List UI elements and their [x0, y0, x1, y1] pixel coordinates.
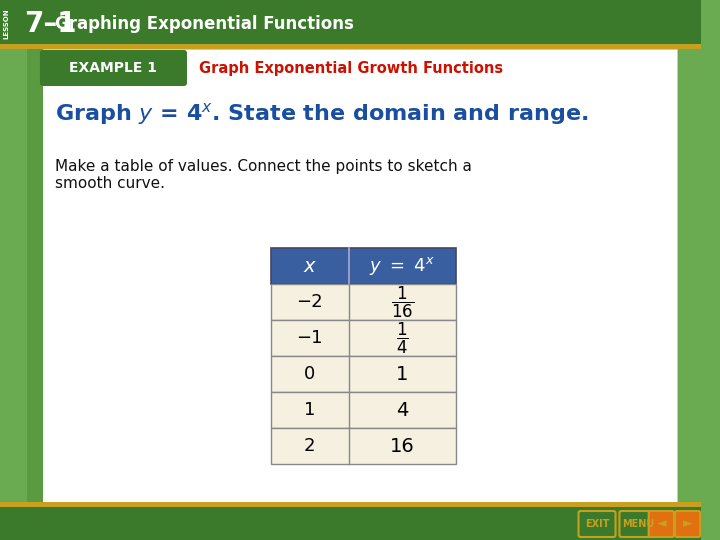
FancyBboxPatch shape	[649, 511, 674, 537]
Text: −1: −1	[297, 329, 323, 347]
Text: $\dfrac{1}{16}$: $\dfrac{1}{16}$	[391, 285, 414, 320]
Bar	[27, 49, 677, 505]
Bar	[271, 356, 456, 392]
Bar	[0, 507, 701, 540]
FancyBboxPatch shape	[619, 511, 657, 537]
Bar	[0, 44, 701, 49]
Text: 1: 1	[304, 401, 315, 419]
Bar	[271, 284, 456, 320]
Bar	[27, 49, 43, 505]
Text: 2: 2	[304, 437, 315, 455]
Text: 1: 1	[396, 364, 408, 383]
Text: LESSON: LESSON	[4, 9, 10, 39]
Bar	[0, 0, 701, 48]
Bar	[271, 428, 456, 464]
FancyBboxPatch shape	[579, 511, 616, 537]
Bar	[271, 320, 456, 356]
FancyBboxPatch shape	[40, 50, 187, 86]
Text: Graph $\mathit{y}$ = 4$^x$. State the domain and range.: Graph $\mathit{y}$ = 4$^x$. State the do…	[55, 101, 588, 127]
Text: MENU: MENU	[622, 519, 654, 529]
Text: ◄: ◄	[657, 517, 666, 530]
Text: Graph Exponential Growth Functions: Graph Exponential Growth Functions	[199, 60, 503, 76]
Text: 0: 0	[304, 365, 315, 383]
Text: 16: 16	[390, 436, 415, 456]
Bar	[271, 392, 456, 428]
Text: EXIT: EXIT	[585, 519, 609, 529]
Text: −2: −2	[297, 293, 323, 311]
Text: Graphing Exponential Functions: Graphing Exponential Functions	[55, 15, 354, 33]
Text: ►: ►	[683, 517, 693, 530]
Bar	[271, 248, 456, 284]
Text: 7–1: 7–1	[24, 10, 77, 38]
Text: EXAMPLE 1: EXAMPLE 1	[69, 61, 158, 75]
Text: 4: 4	[396, 401, 408, 420]
FancyBboxPatch shape	[675, 511, 701, 537]
Bar	[0, 502, 701, 507]
Text: $\dfrac{1}{4}$: $\dfrac{1}{4}$	[396, 320, 408, 356]
Text: $\mathit{y}\ =\ 4^{\mathit{x}}$: $\mathit{y}\ =\ 4^{\mathit{x}}$	[369, 255, 436, 277]
Text: $\mathit{x}$: $\mathit{x}$	[302, 256, 317, 275]
Text: Make a table of values. Connect the points to sketch a
smooth curve.: Make a table of values. Connect the poin…	[55, 159, 472, 191]
